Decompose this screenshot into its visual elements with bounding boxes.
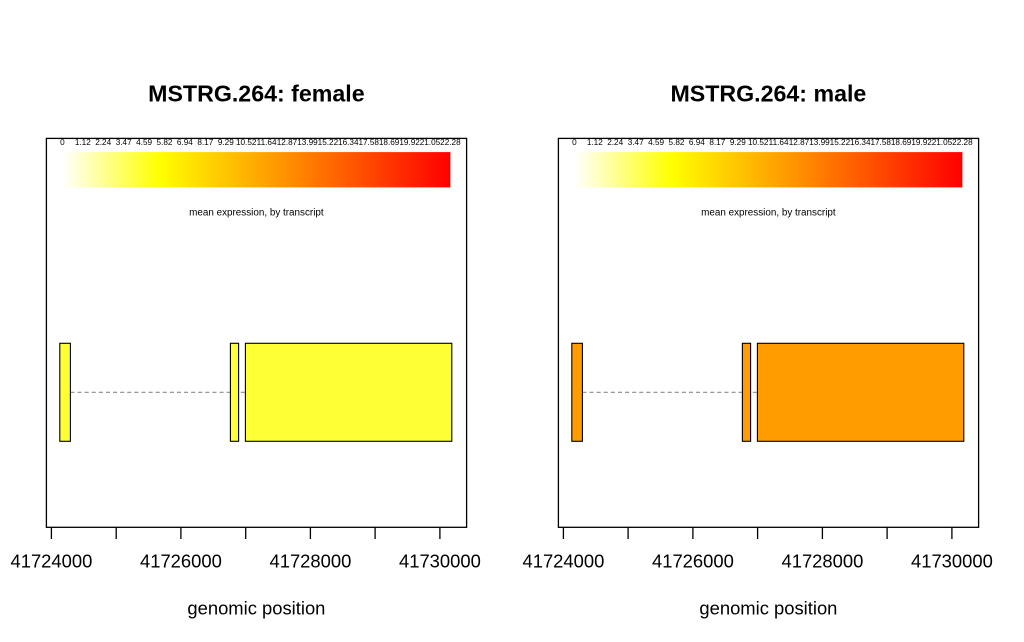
svg-text:41728000: 41728000 xyxy=(781,551,863,572)
svg-text:mean expression, by transcript: mean expression, by transcript xyxy=(701,208,836,219)
svg-text:41726000: 41726000 xyxy=(140,551,222,572)
svg-text:41728000: 41728000 xyxy=(269,551,351,572)
svg-text:12.87: 12.87 xyxy=(789,138,810,147)
svg-text:15.22: 15.22 xyxy=(318,138,339,147)
svg-text:12.87: 12.87 xyxy=(277,138,298,147)
svg-text:22.28: 22.28 xyxy=(952,138,973,147)
svg-text:6.94: 6.94 xyxy=(689,138,705,147)
svg-text:2.24: 2.24 xyxy=(607,138,623,147)
svg-text:15.22: 15.22 xyxy=(830,138,851,147)
svg-text:0: 0 xyxy=(572,138,577,147)
svg-text:22.28: 22.28 xyxy=(440,138,461,147)
svg-text:4.59: 4.59 xyxy=(648,138,664,147)
svg-text:1.12: 1.12 xyxy=(75,138,91,147)
svg-text:2.24: 2.24 xyxy=(95,138,111,147)
svg-text:10.52: 10.52 xyxy=(748,138,769,147)
svg-text:21.05: 21.05 xyxy=(420,138,441,147)
svg-text:17.58: 17.58 xyxy=(870,138,891,147)
svg-text:10.52: 10.52 xyxy=(236,138,257,147)
svg-text:MSTRG.264: male: MSTRG.264: male xyxy=(670,80,866,106)
svg-text:3.47: 3.47 xyxy=(116,138,132,147)
svg-text:11.64: 11.64 xyxy=(257,138,277,147)
svg-text:genomic position: genomic position xyxy=(187,598,325,619)
svg-text:5.82: 5.82 xyxy=(669,138,685,147)
svg-text:19.92: 19.92 xyxy=(399,138,420,147)
svg-text:41724000: 41724000 xyxy=(522,551,604,572)
svg-text:41730000: 41730000 xyxy=(399,551,481,572)
svg-text:3.47: 3.47 xyxy=(628,138,644,147)
svg-text:9.29: 9.29 xyxy=(218,138,234,147)
svg-text:4.59: 4.59 xyxy=(136,138,152,147)
svg-text:genomic position: genomic position xyxy=(699,598,837,619)
svg-text:9.29: 9.29 xyxy=(730,138,746,147)
svg-text:1.12: 1.12 xyxy=(587,138,603,147)
svg-text:16.34: 16.34 xyxy=(850,138,871,147)
svg-text:0: 0 xyxy=(60,138,65,147)
svg-text:41726000: 41726000 xyxy=(652,551,734,572)
svg-text:18.69: 18.69 xyxy=(379,138,400,147)
svg-text:18.69: 18.69 xyxy=(891,138,912,147)
svg-text:11.64: 11.64 xyxy=(769,138,789,147)
svg-text:21.05: 21.05 xyxy=(932,138,953,147)
svg-text:41730000: 41730000 xyxy=(911,551,993,572)
svg-text:8.17: 8.17 xyxy=(709,138,725,147)
svg-text:MSTRG.264: female: MSTRG.264: female xyxy=(148,80,365,106)
svg-text:19.92: 19.92 xyxy=(911,138,932,147)
svg-text:8.17: 8.17 xyxy=(197,138,213,147)
svg-text:6.94: 6.94 xyxy=(177,138,193,147)
svg-text:17.58: 17.58 xyxy=(358,138,379,147)
svg-text:5.82: 5.82 xyxy=(157,138,173,147)
svg-text:mean expression, by transcript: mean expression, by transcript xyxy=(189,208,324,219)
svg-text:13.99: 13.99 xyxy=(297,138,318,147)
svg-text:16.34: 16.34 xyxy=(338,138,359,147)
svg-text:13.99: 13.99 xyxy=(809,138,830,147)
svg-text:41724000: 41724000 xyxy=(10,551,92,572)
